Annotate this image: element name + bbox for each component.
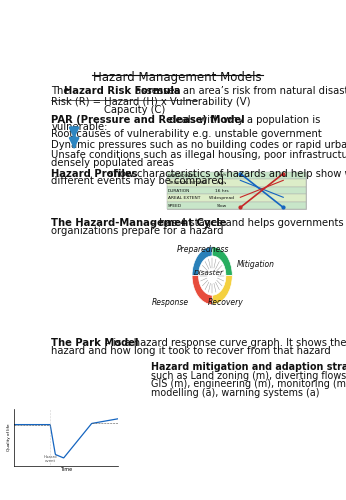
Text: The Hazard-Management Cycle: The Hazard-Management Cycle: [51, 218, 227, 228]
Text: – has 4 stages and helps governments and: – has 4 stages and helps governments and: [148, 218, 346, 228]
Y-axis label: Quality of life: Quality of life: [7, 424, 11, 451]
Text: Mitigation: Mitigation: [236, 260, 274, 270]
Text: Widespread: Widespread: [209, 196, 235, 200]
Text: SPEED: SPEED: [168, 204, 182, 208]
Text: 16 hrs: 16 hrs: [215, 188, 228, 192]
Text: densely populated areas: densely populated areas: [51, 158, 174, 168]
Text: Root causes of vulnerability e.g. unstable government: Root causes of vulnerability e.g. unstab…: [51, 130, 322, 140]
Text: Hazard
event: Hazard event: [43, 454, 57, 463]
Text: Capacity (C): Capacity (C): [103, 106, 165, 116]
Text: Dynamic pressures such as no building codes or rapid urbanization: Dynamic pressures such as no building co…: [51, 140, 346, 149]
Text: EARTHQUAKE: EARTHQUAKE: [168, 174, 197, 178]
Text: different events may be compared.: different events may be compared.: [51, 176, 227, 186]
Text: High: High: [217, 174, 227, 178]
Bar: [167, 172, 306, 209]
Text: show characteristics of hazards and help show ways that: show characteristics of hazards and help…: [105, 168, 346, 178]
Text: modelling (a), warning systems (a): modelling (a), warning systems (a): [151, 388, 319, 398]
Text: High: High: [217, 181, 227, 185]
Text: Hazard Management Models: Hazard Management Models: [93, 71, 262, 84]
Bar: [167, 172, 306, 179]
Text: DURATION: DURATION: [168, 188, 190, 192]
Text: TROPICAL STORM: TROPICAL STORM: [168, 181, 206, 185]
Text: hazard and how long it took to recover from that hazard: hazard and how long it took to recover f…: [51, 346, 331, 356]
Text: Hazard Profiles: Hazard Profiles: [51, 168, 138, 178]
Text: The: The: [51, 86, 73, 96]
Text: Hazard Risk Formula: Hazard Risk Formula: [64, 86, 181, 96]
Text: Slow: Slow: [217, 204, 227, 208]
Bar: [167, 186, 306, 194]
Text: deals with why a population is: deals with why a population is: [166, 114, 320, 124]
Bar: [167, 202, 306, 209]
Text: organizations prepare for a hazard: organizations prepare for a hazard: [51, 226, 224, 235]
Text: Risk (R) = Hazard (H) x Vulnerability (V): Risk (R) = Hazard (H) x Vulnerability (V…: [51, 96, 251, 106]
Bar: [167, 179, 306, 186]
Text: GIS (m), engineering (m), monitoring (m),: GIS (m), engineering (m), monitoring (m)…: [151, 379, 346, 389]
Text: The Park Model: The Park Model: [51, 338, 139, 348]
Wedge shape: [212, 276, 232, 304]
Text: – is a hazard response curve graph. It shows the impact of a: – is a hazard response curve graph. It s…: [102, 338, 346, 348]
Text: vulnerable:: vulnerable:: [51, 122, 108, 132]
Text: AREAL EXTENT: AREAL EXTENT: [168, 196, 200, 200]
Text: PAR (Pressure and Release) Model: PAR (Pressure and Release) Model: [51, 114, 245, 124]
Text: Disaster: Disaster: [194, 270, 224, 276]
Wedge shape: [212, 246, 232, 276]
Text: such as Land zoning (m), diverting flows (m),: such as Land zoning (m), diverting flows…: [151, 370, 346, 380]
Text: Recovery: Recovery: [208, 298, 244, 307]
Text: Unsafe conditions such as illegal housing, poor infrastructure and: Unsafe conditions such as illegal housin…: [51, 150, 346, 160]
Wedge shape: [192, 276, 212, 304]
Text: Preparedness: Preparedness: [176, 245, 229, 254]
Wedge shape: [192, 246, 212, 276]
Text: Hazard mitigation and adaption strategies –: Hazard mitigation and adaption strategie…: [151, 362, 346, 372]
Text: Response: Response: [152, 298, 189, 307]
Bar: [167, 194, 306, 202]
Text: assesses an area’s risk from natural disaster:: assesses an area’s risk from natural dis…: [132, 86, 346, 96]
X-axis label: Time: Time: [60, 468, 72, 472]
